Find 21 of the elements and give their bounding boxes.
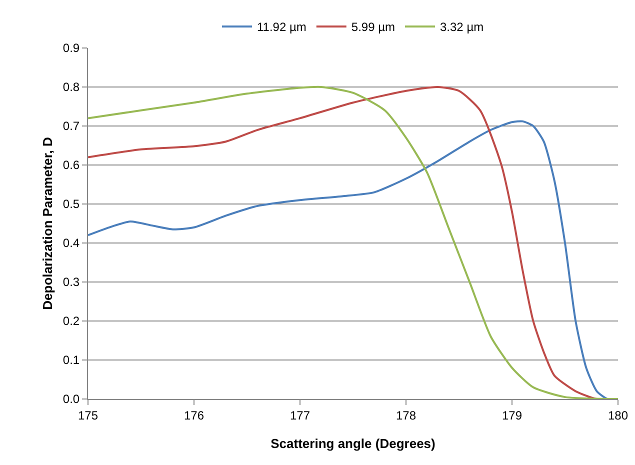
y-tick-label: 0.9 bbox=[62, 41, 80, 56]
legend-label: 3.32 µm bbox=[440, 20, 484, 34]
y-axis-title: Depolarization Parameter, D bbox=[40, 137, 55, 310]
y-tick-label: 0.8 bbox=[62, 80, 80, 94]
y-tick-label: 0.6 bbox=[62, 158, 80, 172]
y-tick-label: 0.3 bbox=[62, 275, 80, 290]
y-tick-label: 0.0 bbox=[62, 392, 80, 406]
y-tick-label: 0.4 bbox=[62, 236, 80, 250]
legend-label: 11.92 µm bbox=[257, 20, 306, 34]
y-tick-label: 0.2 bbox=[62, 314, 80, 328]
x-tick-label: 175 bbox=[78, 408, 98, 422]
legend-label: 5.99 µm bbox=[351, 20, 395, 34]
x-tick-label: 179 bbox=[502, 408, 522, 422]
x-tick-label: 177 bbox=[290, 408, 310, 422]
y-tick-label: 0.5 bbox=[62, 197, 80, 212]
y-tick-label: 0.1 bbox=[62, 353, 80, 368]
x-tick-label: 178 bbox=[396, 408, 416, 422]
x-tick-label: 176 bbox=[184, 408, 204, 422]
y-tick-label: 0.7 bbox=[62, 119, 80, 134]
x-axis-title: Scattering angle (Degrees) bbox=[270, 436, 436, 451]
x-tick-label: 180 bbox=[608, 408, 628, 422]
